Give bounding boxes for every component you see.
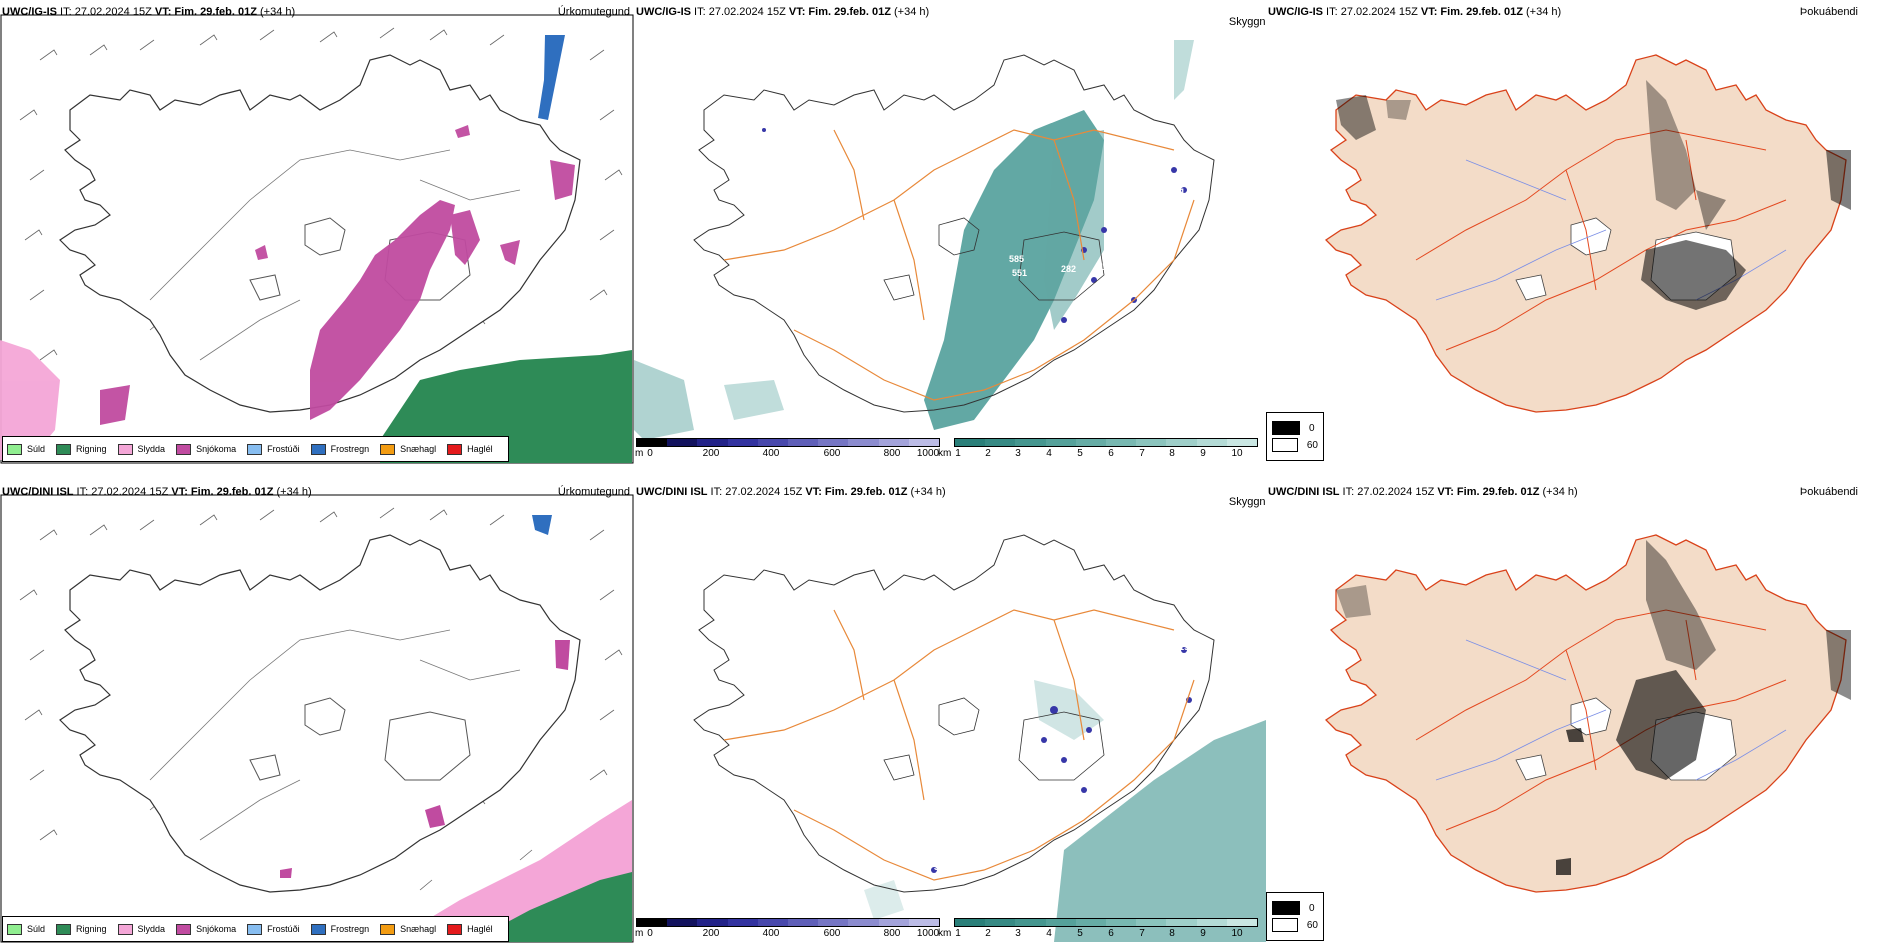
legend-swatch (7, 443, 22, 455)
legend-swatch (56, 443, 72, 455)
fog-panel-bottom: UWC/DINI ISL IT: 27.02.2024 15Z VT: Fim.… (1266, 480, 1900, 950)
legend-swatch (56, 923, 72, 935)
panel-label: Úrkomutegund (557, 6, 630, 18)
precip-type-panel-top: UWC/IG-IS IT: 27.02.2024 15Z VT: Fim. 29… (0, 0, 634, 470)
legend-swatch (310, 923, 326, 935)
svg-text:31: 31 (934, 862, 944, 872)
fog-legend: 0 60 (1266, 412, 1324, 461)
legend-item: Súld (7, 443, 45, 455)
colorbar-km-bar (954, 438, 1258, 447)
legend-item: Slydda (117, 923, 165, 935)
panel-title: UWC/DINI ISL IT: 27.02.2024 15Z VT: Fim.… (636, 486, 946, 498)
legend-item: Snæhagl (380, 443, 436, 455)
panel-label: Þokuábendi (1799, 6, 1858, 18)
legend-swatch (447, 923, 463, 935)
svg-text:85: 85 (1119, 742, 1129, 752)
legend-swatch (380, 923, 396, 935)
legend-swatch (1272, 918, 1298, 932)
vis-value-labels: 19 85 188 102 31 (934, 642, 1189, 872)
legend-item: Frostúði (247, 443, 300, 455)
legend-swatch (1272, 421, 1300, 435)
legend-item: Súld (7, 923, 45, 935)
low-cloud-dots (931, 647, 1192, 873)
legend-swatch (117, 443, 133, 455)
precip-map-bottom (0, 494, 634, 943)
legend-item: Rigning (56, 443, 107, 455)
panel-label: Skyggni (1228, 496, 1266, 508)
svg-text:282: 282 (1061, 264, 1076, 274)
panel-title: UWC/IG-IS IT: 27.02.2024 15Z VT: Fim. 29… (1268, 6, 1562, 18)
panel-label: Skyggni (1228, 16, 1266, 28)
panel-title: UWC/DINI ISL IT: 27.02.2024 15Z VT: Fim.… (2, 486, 312, 498)
freezing-rain-area (532, 515, 552, 535)
legend-item: Rigning (56, 923, 107, 935)
visibility-panel-top: 585 551 282 166 98 29 265 365 51 UWC/IG-… (634, 0, 1266, 470)
snow-area (0, 125, 575, 460)
panel-label: Úrkomutegund (557, 486, 630, 498)
svg-text:188: 188 (1064, 784, 1079, 794)
precip-legend: Súld Rigning Slydda Snjókoma Frostúði Fr… (2, 916, 509, 942)
colorbar-km: km 1 2 3 4 5 6 7 8 9 10 (938, 438, 1258, 459)
legend-swatch (1272, 438, 1298, 452)
legend-swatch (447, 443, 463, 455)
svg-text:365: 365 (1060, 330, 1075, 340)
colorbar-m: m 0 200 400 600 800 1000 (635, 918, 940, 939)
visibility-shading (634, 40, 1194, 440)
svg-text:98: 98 (1119, 264, 1129, 274)
visibility-shading (864, 680, 1266, 942)
precip-legend: Súld Rigning Slydda Snjókoma Frostúði Fr… (2, 436, 509, 462)
colorbar-m-bar (636, 438, 940, 447)
panel-title: UWC/IG-IS IT: 27.02.2024 15Z VT: Fim. 29… (2, 6, 296, 18)
legend-item: Haglél (447, 443, 493, 455)
vis-value-labels: 585 551 282 166 98 29 265 365 51 (1009, 187, 1185, 340)
svg-text:265: 265 (1089, 292, 1104, 302)
colorbar-m-bar (636, 918, 940, 927)
visibility-panel-bottom: 19 85 188 102 31 UWC/DINI ISL IT: 27.02.… (634, 480, 1266, 950)
legend-swatch (7, 923, 22, 935)
legend-item: Frostregn (310, 923, 369, 935)
visibility-map-bottom: 19 85 188 102 31 (634, 480, 1266, 942)
visibility-map-top: 585 551 282 166 98 29 265 365 51 (634, 40, 1266, 440)
legend-swatch (380, 443, 396, 455)
fog-map-bottom (1266, 480, 1851, 950)
legend-item: Snæhagl (380, 923, 436, 935)
svg-text:585: 585 (1009, 254, 1024, 264)
legend-swatch (310, 443, 326, 455)
legend-swatch (247, 923, 263, 935)
fog-legend: 0 60 (1266, 892, 1324, 941)
legend-swatch (247, 443, 263, 455)
svg-text:551: 551 (1012, 268, 1027, 278)
legend-swatch (1272, 901, 1300, 915)
legend-swatch (117, 923, 133, 935)
legend-swatch (176, 923, 192, 935)
precip-map-top (0, 14, 634, 464)
legend-item: Snjókoma (176, 923, 236, 935)
legend-item: Haglél (447, 923, 493, 935)
legend-item: Frostúði (247, 923, 300, 935)
snow-area (280, 640, 570, 878)
freezing-rain-area (538, 35, 565, 120)
panel-label: Þokuábendi (1799, 486, 1858, 498)
svg-text:102: 102 (1064, 814, 1079, 824)
svg-text:51: 51 (1175, 187, 1185, 197)
fog-map-top (1266, 0, 1851, 470)
panel-title: UWC/DINI ISL IT: 27.02.2024 15Z VT: Fim.… (1268, 486, 1578, 498)
legend-swatch (176, 443, 192, 455)
legend-item: Frostregn (310, 443, 369, 455)
svg-text:166: 166 (1099, 262, 1114, 272)
fog-panel-top: UWC/IG-IS IT: 27.02.2024 15Z VT: Fim. 29… (1266, 0, 1900, 470)
colorbar-m: m 0 200 400 600 800 1000 (635, 438, 940, 459)
precip-type-panel-bottom: UWC/DINI ISL IT: 27.02.2024 15Z VT: Fim.… (0, 480, 634, 950)
fog-shading (1336, 80, 1851, 310)
fog-shading (1336, 540, 1851, 875)
colorbar-km: km 1 2 3 4 5 6 7 8 9 10 (938, 918, 1258, 939)
panel-title: UWC/IG-IS IT: 27.02.2024 15Z VT: Fim. 29… (636, 6, 930, 18)
rain-area (380, 350, 632, 463)
legend-item: Snjókoma (176, 443, 236, 455)
svg-text:19: 19 (1179, 642, 1189, 652)
legend-item: Slydda (117, 443, 165, 455)
svg-text:29: 29 (1100, 280, 1110, 290)
colorbar-km-bar (954, 918, 1258, 927)
